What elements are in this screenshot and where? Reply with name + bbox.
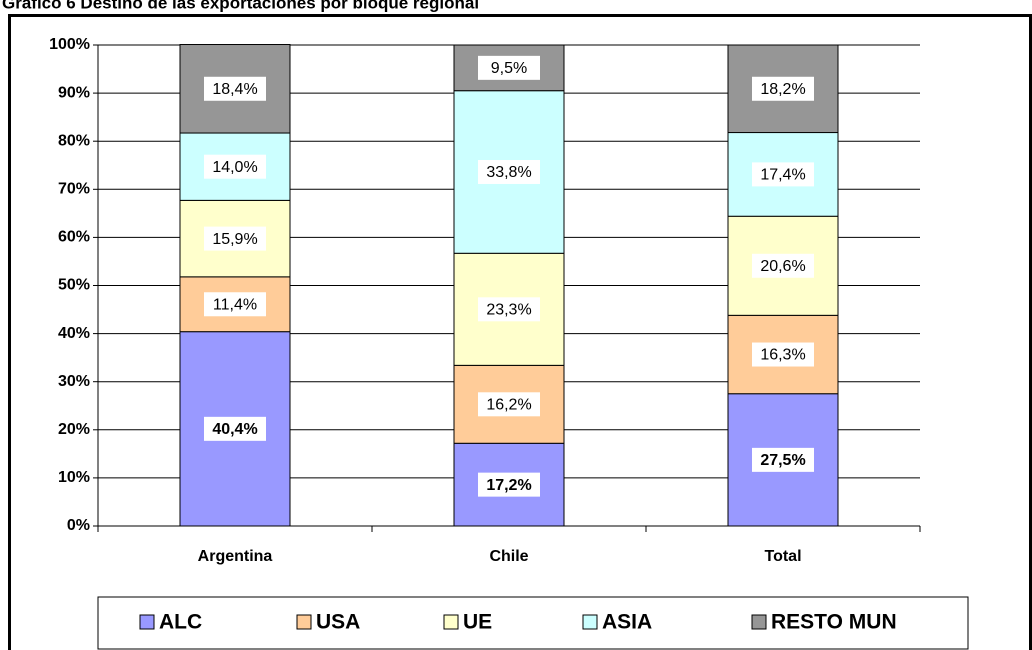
data-label: 11,4%	[213, 296, 257, 313]
y-tick-label: 70%	[58, 181, 90, 198]
data-label: 40,4%	[212, 421, 257, 438]
x-tick-label: Total	[764, 548, 801, 565]
label-bg	[204, 226, 266, 251]
label-bg	[752, 342, 814, 367]
label-bg	[752, 162, 814, 187]
data-label: 18,2%	[760, 81, 805, 98]
legend-label: ALC	[159, 611, 202, 634]
data-label: 16,3%	[760, 347, 805, 364]
data-label: 27,5%	[760, 452, 805, 469]
data-label: 33,8%	[486, 164, 531, 181]
y-tick-label: 80%	[58, 132, 90, 149]
label-bg	[204, 292, 266, 317]
label-bg	[478, 159, 540, 184]
label-bg	[478, 472, 540, 497]
y-tick-label: 30%	[58, 373, 90, 390]
label-bg	[752, 253, 814, 278]
data-label: 17,2%	[486, 477, 531, 494]
label-bg	[478, 392, 540, 417]
legend-swatch	[582, 614, 598, 630]
data-label: 20,6%	[760, 258, 805, 275]
data-label: 14,0%	[212, 159, 257, 176]
legend-swatch	[751, 614, 767, 630]
y-tick-label: 90%	[58, 84, 90, 101]
legend-box	[97, 596, 969, 650]
label-bg	[204, 76, 266, 101]
legend-label: RESTO MUN	[771, 611, 897, 634]
label-bg	[752, 447, 814, 472]
label-bg	[478, 297, 540, 322]
x-tick-label: Chile	[489, 548, 528, 565]
y-tick-label: 50%	[58, 277, 90, 294]
data-label: 23,3%	[486, 302, 531, 319]
legend-label: ASIA	[602, 611, 652, 634]
legend-swatch	[296, 614, 312, 630]
y-tick-label: 20%	[58, 421, 90, 438]
legend-label: USA	[316, 611, 360, 634]
label-bg	[204, 154, 266, 179]
legend-label: UE	[463, 611, 492, 634]
y-tick-label: 10%	[58, 469, 90, 486]
data-label: 9,5%	[491, 60, 527, 77]
data-label: 15,9%	[212, 231, 257, 248]
label-bg	[478, 55, 540, 80]
y-tick-label: 0%	[67, 517, 90, 534]
legend-swatch	[139, 614, 155, 630]
data-label: 17,4%	[760, 167, 805, 184]
legend-swatch	[443, 614, 459, 630]
x-tick-label: Argentina	[198, 548, 273, 565]
chart-title: Gráfico 6 Destino de las exportaciones p…	[2, 0, 479, 12]
label-bg	[752, 76, 814, 101]
y-tick-label: 60%	[58, 229, 90, 246]
data-label: 18,4%	[212, 81, 257, 98]
frame	[8, 14, 1032, 650]
label-bg	[204, 416, 266, 441]
y-tick-label: 100%	[49, 36, 90, 53]
data-label: 16,2%	[486, 397, 531, 414]
y-tick-label: 40%	[58, 325, 90, 342]
